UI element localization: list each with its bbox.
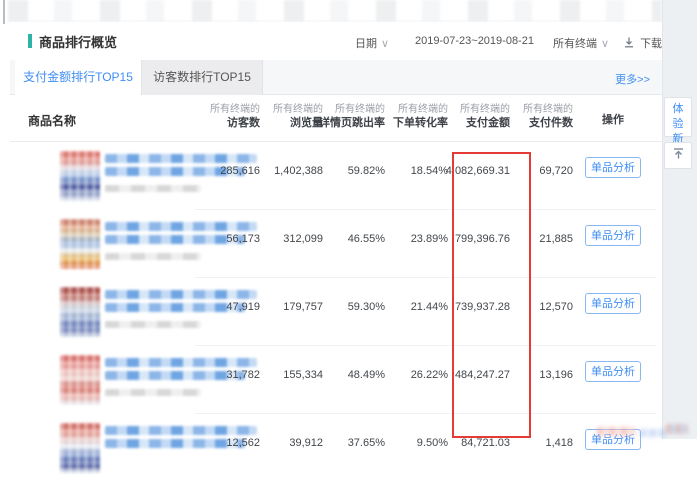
pay-amount-value: 4,082,669.31 <box>445 165 510 177</box>
blurred-product-title <box>105 290 257 299</box>
visitors-value: 47,919 <box>226 301 260 313</box>
blurred-product-title <box>105 222 257 231</box>
pay-items-value: 69,720 <box>539 165 573 177</box>
chevron-down-icon: ∨ <box>381 38 390 50</box>
blurred-product-subtext <box>105 321 201 328</box>
back-to-top-icon <box>672 147 685 164</box>
table-row: 12,562 39,912 37.65% 9.50% 84,721.03 1,4… <box>10 414 662 482</box>
product-thumbnail <box>60 151 100 201</box>
blurred-annotation-mark <box>640 429 666 437</box>
blurred-product-title <box>105 426 257 435</box>
tab-strip: 支付金额排行TOP15 访客数排行TOP15 更多>> <box>10 60 662 95</box>
column-header-conversion-rate: 所有终端的 下单转化率 <box>393 104 448 129</box>
product-thumbnail <box>60 355 100 405</box>
column-header-actions: 操作 <box>602 114 624 126</box>
download-icon <box>624 37 640 50</box>
single-product-analysis-button[interactable]: 单品分析 <box>585 225 641 246</box>
bounce-rate-value: 46.55% <box>347 233 385 245</box>
bounce-rate-value: 59.82% <box>347 165 385 177</box>
pay-items-value: 13,196 <box>539 369 573 381</box>
pay-amount-value: 739,937.28 <box>454 301 510 313</box>
visitors-value: 31,782 <box>226 369 260 381</box>
product-ranking-panel: 商品排行概览 日期 ∨ 2019-07-23~2019-08-21 所有终端 ∨ 下… <box>10 22 662 473</box>
table-row: 31,782 155,334 48.49% 26.22% 484,247.27 … <box>10 346 662 414</box>
chevron-down-icon: ∨ <box>601 38 610 50</box>
table-row: 56,173 312,099 46.55% 23.89% 799,396.76 … <box>10 210 662 278</box>
column-header-product-name: 商品名称 <box>28 114 77 128</box>
blurred-product-title <box>105 371 245 380</box>
blurred-product-title <box>105 154 257 163</box>
single-product-analysis-button[interactable]: 单品分析 <box>585 293 641 314</box>
column-header-bounce-rate: 所有终端的 详情页跳出率 <box>319 104 385 129</box>
tab-visitors-top15[interactable]: 访客数排行TOP15 <box>141 60 263 95</box>
single-product-analysis-button[interactable]: 单品分析 <box>585 361 641 382</box>
blurred-product-title <box>105 235 245 244</box>
terminal-filter-dropdown[interactable]: 所有终端 ∨ <box>553 38 610 50</box>
bounce-rate-value: 59.30% <box>347 301 385 313</box>
views-value: 1,402,388 <box>274 165 323 177</box>
download-button[interactable]: 下载 <box>624 35 662 51</box>
column-header-pay-items: 所有终端的 支付件数 <box>523 104 573 129</box>
blurred-product-subtext <box>105 185 201 192</box>
views-value: 155,334 <box>283 369 323 381</box>
blurred-product-title <box>105 358 257 367</box>
pay-items-value: 21,885 <box>539 233 573 245</box>
blurred-product-title <box>105 303 245 312</box>
panel-title: 商品排行概览 <box>39 35 118 50</box>
date-filter-dropdown[interactable]: 日期 ∨ <box>355 38 390 50</box>
visitors-value: 56,173 <box>226 233 260 245</box>
pay-items-value: 12,570 <box>539 301 573 313</box>
blurred-product-title <box>105 167 245 176</box>
more-link[interactable]: 更多>> <box>615 74 650 86</box>
page-edge-mark <box>3 0 5 24</box>
single-product-analysis-button[interactable]: 单品分析 <box>585 157 641 178</box>
column-header-pay-amount: 所有终端的 支付金额 <box>460 104 510 129</box>
conversion-rate-value: 18.54% <box>410 165 448 177</box>
table-row: 47,919 179,757 59.30% 21.44% 739,937.28 … <box>10 278 662 346</box>
table-header: 商品名称 所有终端的 访客数 所有终端的 浏览量 所有终端的 详情页跳出率 所有… <box>10 95 662 142</box>
conversion-rate-value: 23.89% <box>410 233 448 245</box>
product-thumbnail <box>60 287 100 337</box>
right-side-rail <box>662 0 697 439</box>
back-to-top-button[interactable] <box>664 142 692 169</box>
blurred-product-subtext <box>105 253 201 260</box>
pay-amount-value: 799,396.76 <box>454 233 510 245</box>
date-range-value[interactable]: 2019-07-23~2019-08-21 <box>415 35 534 47</box>
conversion-rate-value: 26.22% <box>410 369 448 381</box>
product-thumbnail <box>60 219 100 269</box>
column-header-visitors: 所有终端的 访客数 <box>210 104 260 129</box>
pay-amount-value: 484,247.27 <box>454 369 510 381</box>
blurred-product-title <box>105 439 245 448</box>
blurred-annotation-mark <box>597 427 635 436</box>
blurred-top-menu <box>8 0 662 22</box>
views-value: 179,757 <box>283 301 323 313</box>
tab-pay-amount-top15[interactable]: 支付金额排行TOP15 <box>15 60 141 95</box>
blurred-product-subtext <box>105 389 201 396</box>
table-row: 285,616 1,402,388 59.82% 18.54% 4,082,66… <box>10 142 662 210</box>
visitors-value: 285,616 <box>220 165 260 177</box>
views-value: 312,099 <box>283 233 323 245</box>
title-accent-bar <box>28 34 32 48</box>
product-thumbnail <box>60 423 100 473</box>
blurred-annotation-mark <box>666 424 688 434</box>
conversion-rate-value: 21.44% <box>410 301 448 313</box>
new-version-button[interactable]: 体验新版 <box>664 97 692 160</box>
bounce-rate-value: 48.49% <box>347 369 385 381</box>
column-header-views: 所有终端的 浏览量 <box>273 104 323 129</box>
